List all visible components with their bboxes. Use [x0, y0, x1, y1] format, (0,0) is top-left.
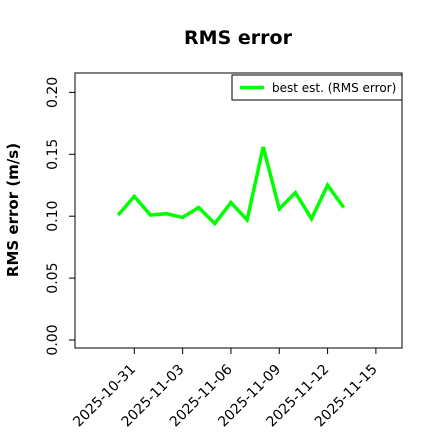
chart-title: RMS error: [184, 27, 293, 49]
x-axis: 2025-10-312025-11-032025-11-062025-11-09…: [70, 348, 381, 430]
y-tick-label: 0.10: [45, 201, 61, 232]
y-tick-label: 0.20: [45, 77, 61, 108]
y-axis: 0.00 0.05 0.10 0.15 0.20: [45, 77, 75, 356]
y-tick-label: 0.05: [45, 263, 61, 294]
series-line: [116, 146, 346, 227]
y-axis-label: RMS error (m/s): [4, 143, 22, 277]
series-layer: [116, 146, 346, 227]
plot-frame: [74, 72, 403, 349]
legend-label: best est. (RMS error): [272, 81, 396, 95]
legend: best est. (RMS error): [231, 74, 403, 101]
y-tick-label: 0.15: [45, 139, 61, 170]
y-tick-label: 0.00: [45, 324, 61, 355]
